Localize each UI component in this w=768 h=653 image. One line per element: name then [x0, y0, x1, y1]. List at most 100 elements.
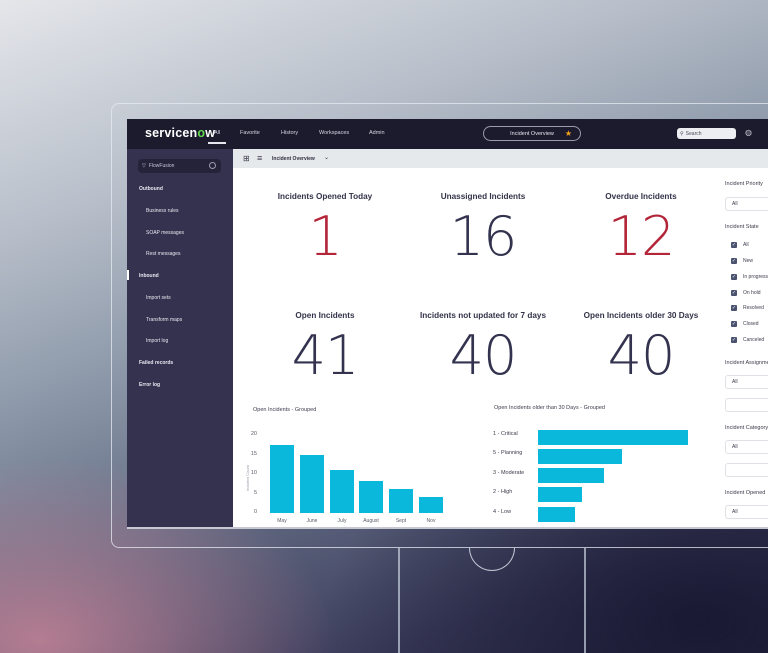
sidebar-item-outbound[interactable]: Outbound [139, 186, 163, 192]
kpi-label: Incidents Opened Today [277, 192, 373, 201]
sidebar-item-inbound[interactable]: Inbound [139, 273, 159, 279]
hbar-low[interactable] [538, 507, 575, 522]
checkbox-icon[interactable]: ✓ [731, 242, 737, 248]
sidebar-item-error-log[interactable]: Error log [139, 382, 161, 388]
chart-title-open-incidents: Open Incidents - Grouped [253, 407, 317, 413]
checkbox-icon[interactable]: ✓ [731, 305, 737, 311]
assignment-filter-label: Incident Assignment [725, 360, 768, 366]
kpi-label: Unassigned Incidents [440, 192, 526, 201]
priority-select[interactable]: All [725, 197, 768, 211]
category-label: 1 - Critical [493, 431, 518, 437]
state-filter-label: Incident State [725, 224, 759, 230]
state-checkbox-all[interactable]: ✓ All [731, 242, 749, 248]
hbar-critical[interactable] [538, 430, 688, 445]
nav-tab-favorite[interactable]: Favorite [240, 130, 260, 136]
filter-value: FlowFusion [148, 163, 175, 169]
globe-icon[interactable]: ◍ [745, 128, 752, 137]
hbar-planning[interactable] [538, 449, 622, 464]
bar-august[interactable] [359, 481, 383, 513]
kpi-label: Incidents not updated for 7 days [419, 311, 546, 320]
opened-select[interactable]: All [725, 505, 768, 519]
state-checkbox-resolved[interactable]: ✓ Resolved [731, 305, 764, 311]
assignment-input[interactable] [725, 398, 768, 412]
y-tick: 10 [250, 470, 257, 476]
kpi-older-30-days[interactable]: Open Incidents older 30 Days 40 [571, 311, 711, 384]
incident-overview-pill[interactable]: Incident Overview ★ [483, 126, 581, 141]
stand-line-right [584, 548, 586, 653]
hbar-high[interactable] [538, 487, 582, 502]
kpi-not-updated-7-days[interactable]: Incidents not updated for 7 days 40 [413, 311, 553, 384]
search-icon: ⚲ [680, 130, 684, 137]
bottom-divider [127, 527, 768, 529]
stand-line-left [398, 548, 400, 653]
state-checkbox-in-progress[interactable]: ✓ In progress [731, 274, 768, 280]
category-select[interactable]: All [725, 440, 768, 454]
checkbox-icon[interactable]: ✓ [731, 274, 737, 280]
x-tick: Sept [395, 518, 407, 524]
select-value: All [732, 201, 738, 207]
sidebar-item-failed-records[interactable]: Failed records [139, 360, 174, 366]
y-tick: 0 [253, 509, 257, 515]
state-checkbox-new[interactable]: ✓ New [731, 258, 753, 264]
select-value: All [732, 379, 738, 385]
y-tick: 20 [250, 431, 257, 437]
state-checkbox-canceled[interactable]: ✓ Canceled [731, 337, 764, 343]
kpi-value: 12 [607, 205, 676, 268]
sidebar-item-import-sets[interactable]: Import sets [146, 295, 171, 301]
servicenow-logo[interactable]: servicenow [145, 126, 216, 140]
bar-nov[interactable] [419, 497, 443, 513]
chart-title-older-30-days: Open Incidents older than 30 Days - Grou… [494, 405, 605, 411]
state-checkbox-on-hold[interactable]: ✓ On hold [731, 290, 761, 296]
checkbox-label: On hold [743, 290, 761, 296]
list-icon[interactable]: ≡ [257, 153, 263, 163]
y-tick: 5 [253, 490, 257, 496]
sidebar-filter-input[interactable]: ▽ FlowFusion [138, 159, 221, 173]
x-tick: August [363, 518, 379, 524]
sidebar-item-transform-maps[interactable]: Transform maps [146, 317, 183, 323]
kpi-label: Open Incidents [295, 311, 355, 320]
sidebar-item-rest-messages[interactable]: Rest messages [146, 251, 181, 257]
checkbox-label: New [743, 258, 754, 264]
filter-icon: ▽ [142, 163, 146, 169]
sidebar-item-import-log[interactable]: Import log [146, 338, 169, 344]
checkbox-icon[interactable]: ✓ [731, 290, 737, 296]
stand-notch [469, 548, 515, 571]
sidebar-item-business-rules[interactable]: Business rules [146, 208, 179, 214]
sub-toolbar: ⊞ ≡ Incident Overview ⌄ [233, 149, 768, 168]
star-icon[interactable]: ★ [564, 129, 572, 138]
y-tick: 15 [250, 451, 257, 457]
nav-tab-admin[interactable]: Admin [369, 130, 385, 136]
nav-tab-all[interactable]: All [207, 130, 227, 144]
checkbox-label: All [743, 242, 749, 248]
chevron-down-icon[interactable]: ⌄ [324, 155, 330, 161]
kpi-open-incidents[interactable]: Open Incidents 41 [255, 311, 395, 384]
select-value: All [732, 509, 738, 515]
bar-july[interactable] [330, 470, 354, 513]
clear-icon[interactable] [209, 162, 216, 169]
category-label: 5 - Planning [493, 450, 523, 456]
assignment-select[interactable]: All [725, 375, 768, 389]
top-nav: servicenow All Favorite History Workspac… [127, 119, 768, 149]
bar-sept[interactable] [389, 489, 413, 513]
kpi-unassigned-incidents[interactable]: Unassigned Incidents 16 [413, 192, 553, 265]
x-tick: July [337, 518, 347, 524]
category-input[interactable] [725, 463, 768, 477]
state-checkbox-closed[interactable]: ✓ Closed [731, 321, 759, 327]
bar-june[interactable] [300, 455, 324, 513]
bar-chart-plot [267, 435, 447, 513]
checkbox-icon[interactable]: ✓ [731, 337, 737, 343]
checkbox-icon[interactable]: ✓ [731, 258, 737, 264]
sidebar-item-soap-messages[interactable]: SOAP messages [146, 230, 184, 236]
kpi-incidents-opened-today[interactable]: Incidents Opened Today 1 [255, 192, 395, 265]
grid-icon[interactable]: ⊞ [243, 154, 250, 163]
dashboard-selector[interactable]: Incident Overview [272, 156, 315, 162]
bar-may[interactable] [270, 445, 294, 513]
hbar-moderate[interactable] [538, 468, 604, 483]
nav-tab-workspaces[interactable]: Workspaces [319, 130, 350, 136]
kpi-label: Overdue Incidents [605, 192, 677, 201]
search-input[interactable]: ⚲ Search [677, 128, 736, 139]
category-label: 2 - High [493, 489, 513, 495]
checkbox-icon[interactable]: ✓ [731, 321, 737, 327]
kpi-overdue-incidents[interactable]: Overdue Incidents 12 [571, 192, 711, 265]
nav-tab-history[interactable]: History [281, 130, 299, 136]
